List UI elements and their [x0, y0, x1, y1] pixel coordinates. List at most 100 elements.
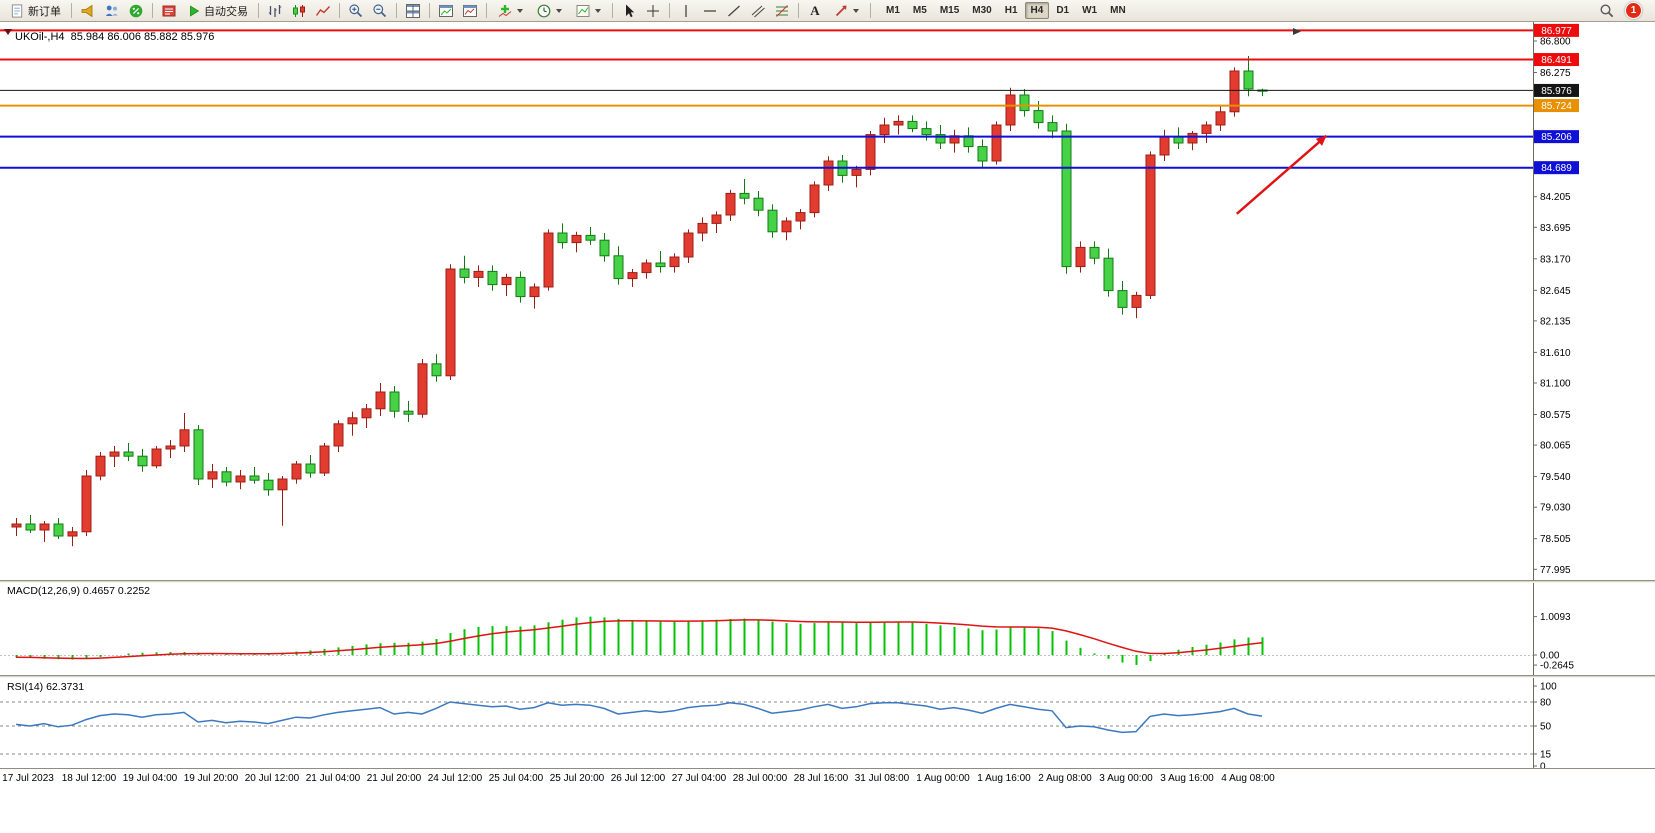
price-tick-label: 83.170 — [1540, 254, 1571, 265]
auto-trading-button[interactable]: 自动交易 — [182, 0, 253, 21]
arrow-shape-icon — [835, 5, 847, 16]
price-tick-label: 81.610 — [1540, 348, 1571, 359]
time-label: 3 Aug 00:00 — [1099, 773, 1153, 784]
candlestick-mode-button[interactable] — [288, 0, 310, 21]
zoom-in-button[interactable] — [345, 0, 367, 21]
fibonacci-tool-button[interactable] — [771, 0, 793, 21]
price-tick-label: 79.540 — [1540, 472, 1571, 483]
price-line-badge-label: 86.977 — [1541, 26, 1572, 37]
chevron-down-icon — [556, 8, 562, 13]
time-label: 17 Jul 2023 — [2, 773, 54, 784]
tile-windows-icon — [406, 3, 420, 18]
channel-tool-button[interactable] — [747, 0, 769, 21]
rsi-line — [15, 701, 1263, 734]
chevron-down-icon — [595, 8, 601, 13]
users-icon — [105, 5, 118, 16]
vertical-line-tool-button[interactable] — [675, 0, 697, 21]
text-tool-button[interactable]: A — [804, 0, 826, 21]
price-line-badge-label: 85.724 — [1541, 101, 1572, 112]
candlestick-icon — [293, 4, 305, 17]
price-tick-label: 78.505 — [1540, 534, 1571, 545]
price-tick-label: 80.065 — [1540, 441, 1571, 452]
cursor-icon — [626, 4, 635, 17]
timeframe-button-m30[interactable]: M30 — [972, 5, 992, 16]
time-label: 4 Aug 08:00 — [1221, 773, 1275, 784]
rsi-scale-label: 100 — [1540, 682, 1557, 693]
main-chart-canvas[interactable]: 86.800 86.275 84.205 83.695 83.170 82.645 82.1… — [0, 22, 1585, 580]
trendline-tool-button[interactable] — [723, 0, 745, 21]
new-order-button[interactable]: 新订单 — [5, 0, 66, 21]
price-tick-label: 82.645 — [1540, 286, 1571, 297]
time-label: 2 Aug 08:00 — [1038, 773, 1092, 784]
time-label: 25 Jul 20:00 — [549, 773, 605, 784]
indicators-button[interactable] — [492, 0, 529, 21]
price-tick-label: 81.100 — [1540, 379, 1571, 390]
price-tick-label: 82.135 — [1540, 316, 1571, 327]
macd-label: MACD(12,26,9) 0.4657 0.2252 — [7, 585, 151, 597]
timeframe-group: M1 M5 M15 M30 H1 H4 D1 W1 MN — [880, 2, 1132, 19]
timeframe-button-m5[interactable]: M5 — [912, 5, 927, 16]
rsi-panel-canvas[interactable]: 100 80 50 150 — [0, 678, 1585, 768]
horizontal-line-tool-button[interactable] — [699, 0, 721, 21]
separator — [152, 3, 153, 18]
price-tick-label: 79.030 — [1540, 503, 1571, 514]
rollover-button[interactable] — [125, 0, 147, 21]
cursor-tool-button[interactable] — [618, 0, 640, 21]
chart-title: UKOil-,H4 85.984 86.006 85.882 85.976 — [15, 31, 215, 43]
macd-signal-line — [15, 619, 1263, 660]
zoom-out-button[interactable] — [369, 0, 391, 21]
time-label: 18 Jul 12:00 — [61, 773, 117, 784]
separator — [396, 3, 397, 18]
tile-windows-button[interactable] — [402, 0, 424, 21]
panel-divider[interactable] — [0, 675, 1655, 678]
time-label: 19 Jul 04:00 — [122, 773, 178, 784]
timeframe-button-m1[interactable]: M1 — [886, 5, 900, 16]
time-label: 26 Jul 12:00 — [610, 773, 666, 784]
panel-divider[interactable] — [0, 580, 1655, 583]
separator — [339, 3, 340, 18]
price-tick-label: 86.275 — [1540, 68, 1571, 79]
line-chart-mode-button[interactable] — [312, 0, 334, 21]
macd-scale-label: 0.00 — [1540, 651, 1560, 662]
bar-chart-icon — [268, 4, 282, 17]
toolbar-right: 1 — [1599, 2, 1650, 19]
periods-button[interactable] — [531, 0, 568, 21]
timeframe-button-h4[interactable]: H4 — [1024, 2, 1050, 19]
chart-shift-button[interactable] — [459, 0, 481, 21]
separator — [798, 3, 799, 18]
templates-button[interactable] — [570, 0, 607, 21]
zoom-in-icon — [349, 3, 363, 17]
one-click-trading-toggle[interactable] — [4, 29, 12, 35]
arrows-tool-button[interactable] — [828, 0, 865, 21]
macd-scale-label: 1.0093 — [1540, 612, 1571, 623]
notification-badge[interactable]: 1 — [1625, 2, 1642, 19]
separator — [71, 3, 72, 18]
time-label: 21 Jul 04:00 — [305, 773, 361, 784]
add-indicator-icon — [498, 4, 512, 17]
price-tick-label: 80.575 — [1540, 410, 1571, 421]
timeframe-button-w1[interactable]: W1 — [1082, 5, 1098, 16]
cascade-windows-button[interactable] — [435, 0, 457, 21]
chart-shift-icon — [463, 4, 477, 17]
time-label: 27 Jul 04:00 — [671, 773, 727, 784]
crosshair-tool-button[interactable] — [642, 0, 664, 21]
time-label: 19 Jul 20:00 — [183, 773, 239, 784]
news-button[interactable] — [158, 0, 180, 21]
toolbar: 新订单 — [0, 0, 1655, 22]
time-axis[interactable]: 17 Jul 2023 18 Jul 12:00 19 Jul 04:00 19 Ju… — [0, 768, 1655, 789]
timeframe-button-h1[interactable]: H1 — [1004, 5, 1018, 16]
separator — [612, 3, 613, 18]
timeframe-button-m15[interactable]: M15 — [939, 5, 960, 16]
macd-panel-canvas[interactable]: 1.0093 0.00-0.2645 — [0, 583, 1585, 675]
crosshair-icon — [647, 4, 659, 17]
timeframe-button-mn[interactable]: MN — [1110, 5, 1126, 16]
accounts-button[interactable] — [101, 0, 123, 21]
alerts-button[interactable] — [77, 0, 99, 21]
time-label: 28 Jul 00:00 — [732, 773, 788, 784]
price-tick-label: 83.695 — [1540, 223, 1571, 234]
search-icon[interactable] — [1599, 3, 1615, 19]
price-tick-label: 84.205 — [1540, 192, 1571, 203]
timeframe-button-d1[interactable]: D1 — [1056, 5, 1070, 16]
candlesticks — [11, 56, 1268, 547]
bar-chart-mode-button[interactable] — [264, 0, 286, 21]
